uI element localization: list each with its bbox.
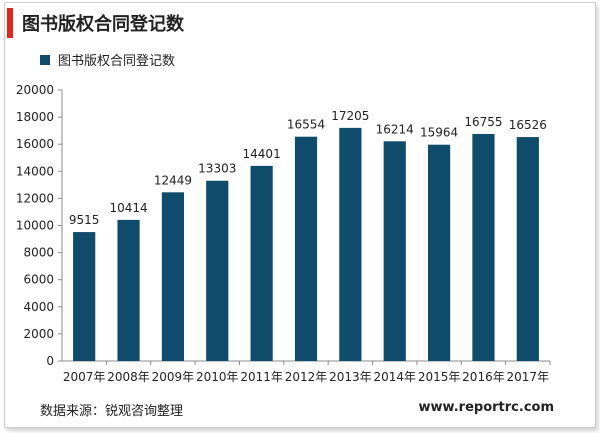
y-tick-label: 20000 [16, 83, 54, 97]
bar [206, 180, 229, 361]
data-label: 16755 [464, 115, 502, 129]
source-note: 数据来源：锐观咨询整理 [40, 404, 184, 419]
y-tick-label: 12000 [16, 191, 54, 205]
bar [383, 141, 406, 361]
bar [516, 137, 539, 361]
data-label: 10414 [109, 201, 147, 215]
data-label: 13303 [198, 162, 236, 176]
data-label: 17205 [331, 109, 369, 123]
bar [161, 192, 184, 361]
bar [339, 127, 362, 361]
data-label: 12449 [154, 173, 192, 187]
title-accent-bar [7, 8, 13, 38]
x-tick-label: 2008年 [107, 370, 150, 384]
bar [428, 144, 451, 361]
website-url: www.reportrc.com [418, 400, 554, 415]
data-label: 16526 [509, 118, 547, 132]
y-tick-label: 14000 [16, 164, 54, 178]
data-label: 14401 [243, 147, 281, 161]
y-tick-label: 4000 [23, 300, 54, 314]
x-tick-label: 2009年 [152, 370, 195, 384]
bar [250, 165, 273, 361]
data-label: 9515 [69, 213, 100, 227]
bar [472, 133, 495, 361]
y-tick-label: 16000 [16, 137, 54, 151]
bar [117, 219, 140, 361]
y-tick-label: 2000 [23, 327, 54, 341]
x-tick-label: 2017年 [507, 370, 550, 384]
x-tick-label: 2014年 [373, 370, 416, 384]
data-label: 16214 [376, 122, 414, 136]
bar [294, 136, 318, 361]
x-tick-label: 2007年 [63, 370, 106, 384]
data-label: 16554 [287, 118, 325, 132]
x-tick-label: 2013年 [329, 370, 372, 384]
y-tick-label: 18000 [16, 110, 54, 124]
data-label: 15964 [420, 126, 458, 140]
y-tick-label: 6000 [23, 273, 54, 287]
bar [73, 232, 96, 361]
chart-title: 图书版权合同登记数 [22, 14, 184, 35]
x-tick-label: 2015年 [418, 370, 461, 384]
x-tick-label: 2012年 [285, 370, 328, 384]
x-tick-label: 2010年 [196, 370, 239, 384]
y-tick-label: 10000 [16, 219, 54, 233]
legend-label: 图书版权合同登记数 [58, 54, 176, 69]
legend-swatch [40, 54, 50, 65]
legend: 图书版权合同登记数 [40, 50, 175, 69]
y-tick-label: 0 [46, 354, 54, 368]
x-tick-label: 2011年 [240, 370, 283, 384]
x-tick-label: 2016年 [462, 370, 505, 384]
y-tick-label: 8000 [23, 246, 54, 260]
